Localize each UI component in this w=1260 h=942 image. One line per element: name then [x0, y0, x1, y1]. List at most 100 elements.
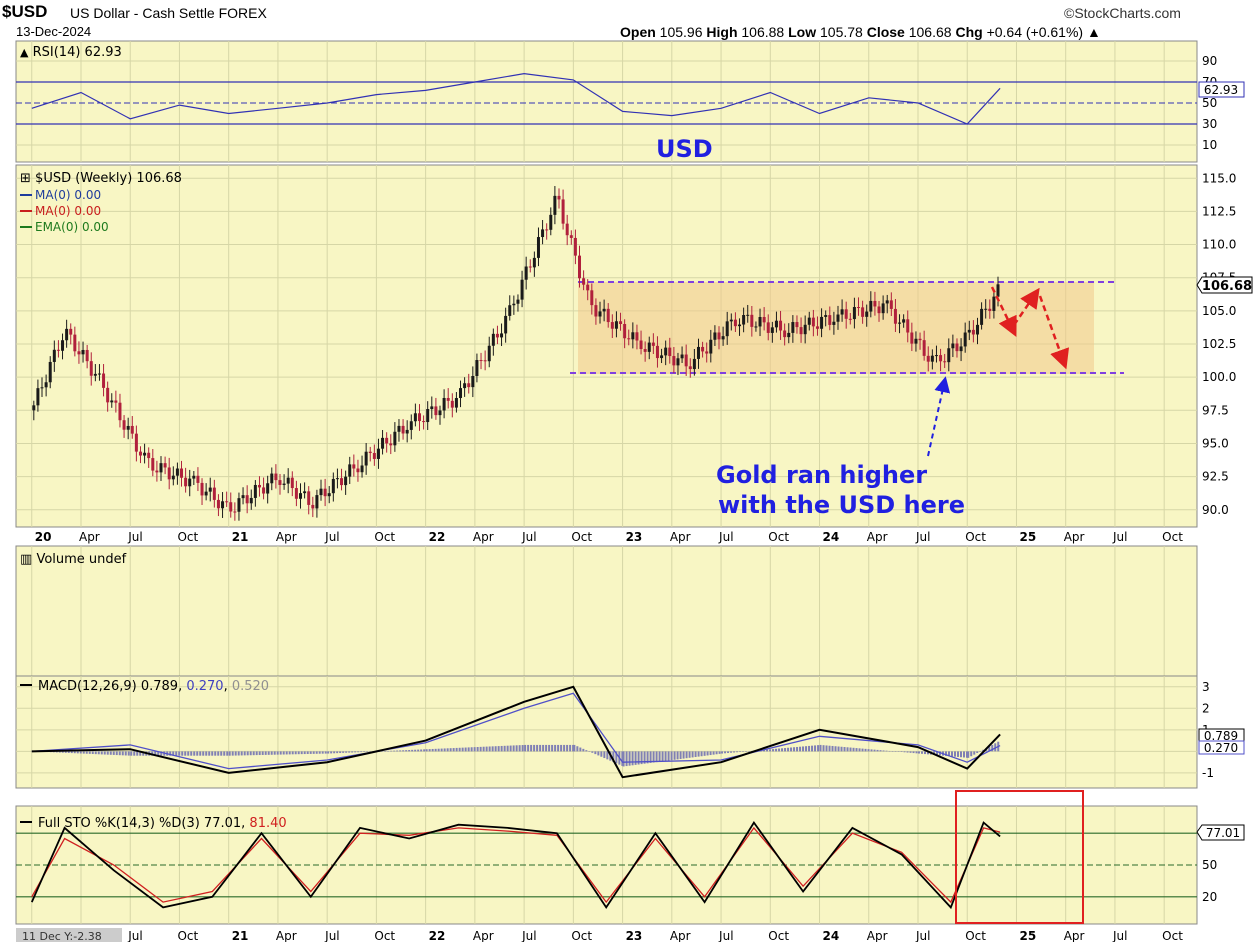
- candle-body: [319, 488, 323, 496]
- histogram-bar: [464, 747, 467, 752]
- histogram-bar: [688, 751, 691, 758]
- candle-body: [393, 431, 397, 446]
- candle-body: [212, 487, 216, 500]
- candle-body: [893, 308, 897, 324]
- candle-body: [352, 464, 356, 469]
- histogram-bar: [579, 747, 582, 752]
- histogram-bar: [452, 748, 455, 752]
- candle-body: [848, 318, 852, 320]
- close-label: Close: [866, 24, 905, 40]
- price-title-text: $USD (Weekly) 106.68: [35, 171, 182, 186]
- x-tick-label: Jul: [324, 530, 339, 544]
- histogram-bar: [560, 744, 563, 752]
- histogram-bar: [967, 751, 970, 758]
- histogram-bar: [94, 751, 97, 755]
- histogram-bar: [597, 751, 600, 756]
- candle-body: [660, 355, 664, 359]
- histogram-bar: [285, 751, 288, 755]
- histogram-bar: [542, 744, 545, 752]
- histogram-bar: [184, 751, 187, 756]
- histogram-bar: [733, 751, 736, 753]
- histogram-bar: [703, 751, 706, 756]
- histogram-bar: [769, 749, 772, 752]
- x-tick-label: 23: [626, 929, 643, 942]
- histogram-bar: [649, 751, 652, 763]
- candle-body: [143, 452, 147, 456]
- histogram-bar: [864, 748, 867, 752]
- histogram-bar: [894, 751, 897, 752]
- histogram-bar: [103, 751, 106, 755]
- candle-body: [980, 308, 984, 325]
- histogram-bar: [612, 751, 615, 762]
- candle-body: [553, 195, 557, 215]
- histogram-bar: [437, 748, 440, 752]
- histogram-bar: [808, 745, 811, 752]
- candle-body: [992, 296, 996, 311]
- histogram-bar: [363, 751, 366, 752]
- candle-body: [106, 387, 110, 403]
- brand-logo: ©StockCharts.com: [1064, 5, 1181, 21]
- candle-body: [561, 199, 565, 224]
- sto-title: Full STO %K(14,3) %D(3) 77.01, 81.40: [38, 816, 287, 831]
- candle-body: [898, 322, 902, 324]
- histogram-bar: [393, 750, 396, 752]
- candle-body: [389, 443, 393, 446]
- histogram-bar: [870, 749, 873, 752]
- candle-body: [815, 326, 819, 329]
- candle-body: [549, 214, 553, 230]
- histogram-bar: [100, 751, 103, 755]
- histogram-bar: [572, 744, 575, 752]
- candle-body: [196, 475, 200, 483]
- histogram-bar: [557, 744, 560, 752]
- candle-body: [307, 491, 311, 505]
- macd-title-signal: 0.270: [186, 679, 223, 694]
- histogram-bar: [912, 751, 915, 754]
- candle-body: [939, 355, 943, 362]
- x-tick-label: Oct: [571, 929, 592, 942]
- candle-body: [73, 334, 77, 352]
- candle-body: [532, 257, 536, 268]
- histogram-bar: [973, 751, 976, 755]
- rsi-y-axis: 9070503010: [1202, 54, 1217, 152]
- histogram-bar: [121, 751, 124, 756]
- histogram-bar: [796, 746, 799, 752]
- candle-body: [438, 410, 442, 416]
- x-tick-label: Jul: [915, 530, 930, 544]
- histogram-bar: [443, 748, 446, 752]
- candle-body: [877, 306, 881, 314]
- histogram-bar: [585, 750, 588, 752]
- candle-body: [631, 332, 635, 340]
- histogram-bar: [784, 748, 787, 752]
- y-tick-label: 20: [1202, 890, 1217, 904]
- candle-body: [110, 400, 114, 403]
- histogram-bar: [790, 747, 793, 752]
- histogram-bar: [220, 751, 223, 756]
- candle-body: [450, 400, 454, 408]
- histogram-bar: [414, 749, 417, 752]
- candle-body: [832, 321, 836, 325]
- y-tick-label: 3: [1202, 680, 1210, 694]
- histogram-bar: [817, 745, 820, 752]
- histogram-bar: [479, 746, 482, 752]
- histogram-bar: [944, 751, 947, 756]
- histogram-bar: [91, 751, 94, 755]
- histogram-bar: [787, 747, 790, 752]
- histogram-bar: [279, 751, 282, 755]
- candle-body: [446, 397, 450, 401]
- candle-body: [216, 499, 220, 509]
- histogram-bar: [500, 745, 503, 752]
- candle-body: [491, 333, 495, 346]
- low-label: Low: [788, 24, 817, 40]
- histogram-bar: [488, 746, 491, 752]
- histogram-bar: [736, 751, 739, 753]
- histogram-bar: [591, 751, 594, 753]
- y-tick-label: 110.0: [1202, 238, 1236, 252]
- histogram-bar: [831, 745, 834, 752]
- histogram-bar: [217, 751, 220, 756]
- histogram-bar: [956, 751, 959, 757]
- histogram-bar: [655, 751, 658, 763]
- histogram-bar: [175, 751, 178, 756]
- candle-body: [590, 290, 594, 306]
- histogram-bar: [652, 751, 655, 763]
